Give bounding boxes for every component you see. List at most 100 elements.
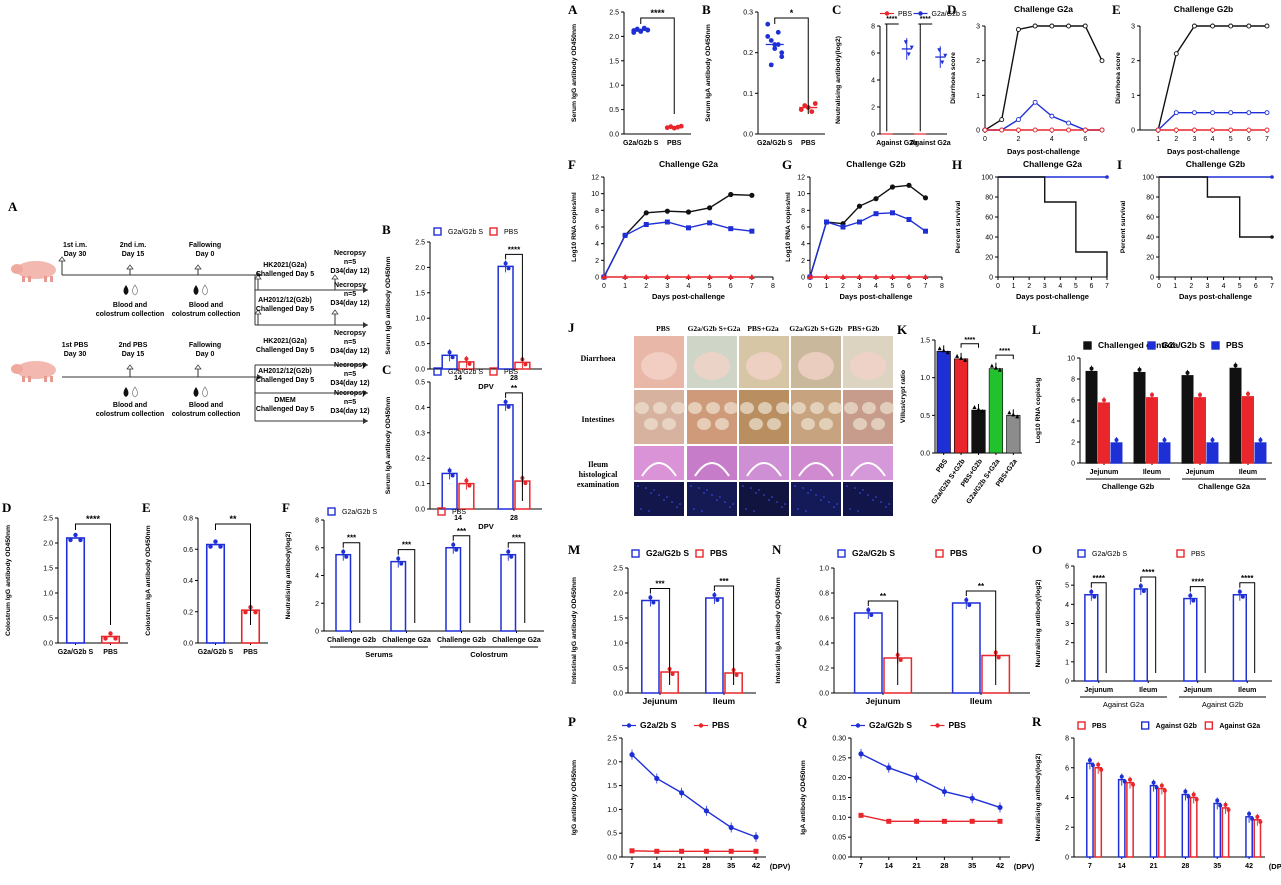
data-point	[906, 182, 912, 188]
y-tick-label: 2.0	[607, 759, 617, 766]
x-tick-label: 14	[454, 515, 462, 522]
y-tick-label: 0.0	[607, 855, 617, 862]
data-point	[1228, 127, 1234, 133]
legend-label: PBS	[1092, 723, 1107, 730]
x-tick-label: Ileum	[1239, 469, 1257, 476]
x-tick-label: 28	[510, 375, 518, 382]
data-point	[1246, 23, 1252, 29]
schematic-label: DMEM	[274, 397, 296, 404]
y-tick-label: 1.5	[43, 566, 53, 573]
x-tick-label: 6	[907, 283, 911, 290]
panel-label: I	[1117, 157, 1123, 172]
chart-title: Challenge G2a	[1023, 159, 1082, 169]
x-tick-label: 5	[708, 283, 712, 290]
data-point	[1183, 789, 1188, 794]
photo-subject	[828, 402, 842, 414]
chart-rM: M G2a/G2b S PBS 0.0 0.5 1.0 1.5 2.0 2.5 Intestina…	[566, 540, 766, 725]
data-point	[728, 848, 734, 854]
data-point	[1240, 594, 1245, 599]
panel-label: P	[568, 714, 576, 729]
y-axis-label: Serum IgA antibody OD450nm	[385, 397, 392, 495]
data-point	[1233, 363, 1238, 368]
schematic-label: Day 30	[64, 251, 87, 258]
x-tick-label: Jejunum	[1090, 469, 1119, 476]
x-tick-label: 4	[1211, 136, 1215, 143]
bar	[1229, 367, 1242, 464]
bar	[1183, 597, 1198, 682]
series-line	[631, 754, 757, 838]
photo-row-label: Intestines	[581, 415, 615, 424]
y-tick-label: 4	[315, 573, 319, 580]
x-axis-label: DPV	[478, 382, 493, 391]
chart-rE: E Challenge G2b 0 1 2 3 Diarrhoea score Days po…	[1110, 0, 1275, 160]
chart-rC: C PBS G2a/G2b S 0 2 4 6 8 Neutralising antibody(…	[830, 0, 967, 160]
legend-label: G2a/G2b S	[1162, 340, 1205, 350]
photo-subject	[867, 494, 869, 496]
legend-label: G2a/G2b S	[852, 548, 895, 558]
x-tick-label: 7	[630, 861, 634, 870]
significance-bracket	[649, 588, 671, 685]
photo-tile	[634, 390, 684, 444]
data-point	[1191, 598, 1196, 603]
data-point	[798, 107, 804, 112]
data-point	[809, 109, 815, 115]
x-tick-label: 5	[891, 283, 895, 290]
data-point	[1154, 785, 1159, 790]
significance-label: ****	[1241, 574, 1254, 583]
data-point	[643, 210, 649, 216]
y-tick-label: 100	[981, 175, 993, 182]
y-tick-label: 2	[801, 258, 805, 265]
x-axis-label: Days post-challenge	[1167, 147, 1240, 156]
chart-title: Challenge G2b	[1186, 159, 1246, 169]
x-tick-label: 0	[602, 283, 606, 290]
photo-subject	[755, 492, 757, 494]
chart-canvas: G2a/G2b S PBS 0.00 0.05 0.10 0.15 0.20 0.25 0.30…	[800, 720, 1035, 871]
schematic-label: Challenged Day 5	[256, 377, 314, 384]
photo-subject	[703, 492, 705, 494]
legend-swatch	[837, 549, 846, 558]
photo-subject	[688, 402, 702, 414]
panel-label: L	[1032, 322, 1041, 337]
data-point	[1173, 110, 1179, 116]
data-point	[1191, 110, 1197, 116]
data-point	[467, 483, 472, 488]
photo-tile	[791, 482, 841, 516]
photo-subject	[776, 501, 778, 503]
significance-bracket	[995, 354, 1014, 360]
blood-drop-icon	[123, 387, 129, 397]
photo-subject	[872, 499, 874, 501]
legend-label: PBS	[504, 369, 518, 376]
photo-subject	[798, 352, 834, 380]
data-point	[113, 636, 118, 641]
x-tick-label: 1	[623, 283, 627, 290]
data-point	[344, 554, 349, 559]
schematic-label: Day 15	[122, 251, 145, 258]
data-point	[969, 818, 975, 824]
series-line	[603, 221, 752, 278]
schematic-label: n=5	[344, 339, 356, 346]
y-tick-label: 2.5	[43, 516, 53, 523]
data-point	[712, 593, 717, 597]
legend-swatch	[433, 227, 442, 236]
x-tick-label: 1	[1156, 136, 1160, 143]
photo-subject	[862, 489, 864, 491]
y-axis-label: Intestinal IgG antibody OD450nm	[571, 577, 578, 684]
data-point	[963, 357, 968, 362]
significance-label: **	[229, 514, 237, 524]
y-axis-label: Serum IgG antibody OD450nm	[571, 24, 578, 122]
photo-subject	[753, 510, 755, 512]
chart-legend: G2a/G2b S PBS	[433, 227, 518, 236]
data-point	[1249, 396, 1253, 401]
data-point	[1099, 127, 1105, 133]
data-point	[1089, 366, 1094, 371]
schematic-label: Blood and	[189, 302, 223, 309]
y-tick-label: 0.3	[743, 10, 753, 17]
significance-bracket	[505, 253, 523, 361]
bar	[1133, 371, 1146, 464]
x-tick-label: Against G2a	[910, 140, 951, 147]
data-point	[997, 818, 1003, 824]
data-point	[1099, 767, 1104, 772]
series-line	[1157, 111, 1267, 131]
significance-label: ***	[457, 527, 467, 536]
